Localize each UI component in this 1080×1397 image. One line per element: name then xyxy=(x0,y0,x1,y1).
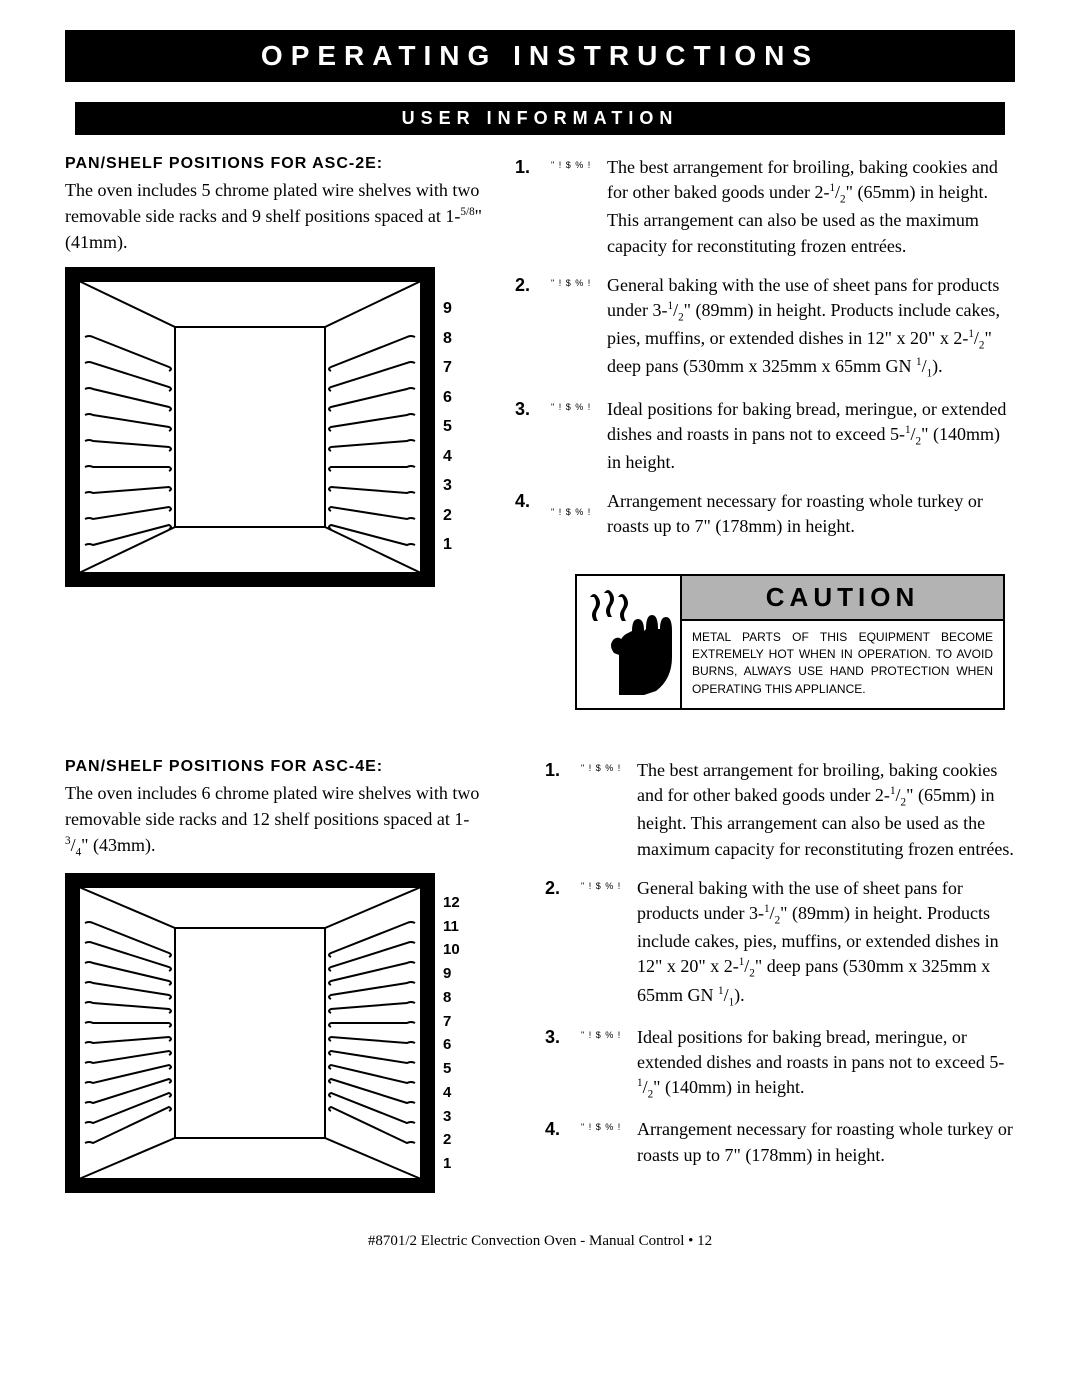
caution-icon-cell xyxy=(577,576,682,709)
item-number: 1. xyxy=(545,758,581,862)
rack-label: 3 xyxy=(443,1109,460,1124)
rack-label: 8 xyxy=(443,990,460,1005)
item-number: 3. xyxy=(545,1025,581,1104)
item-number: 2. xyxy=(545,876,581,1011)
section-asc2e: PAN/SHELF POSITIONS FOR ASC-2E: The oven… xyxy=(65,155,1015,710)
blade-spec: " ! $ % ! xyxy=(551,397,607,476)
item-text: The best arrangement for broiling, bakin… xyxy=(637,758,1015,862)
asc2e-intro: The oven includes 5 chrome plated wire s… xyxy=(65,177,485,255)
item-number: 3. xyxy=(515,397,551,476)
blade-spec: " ! $ % ! xyxy=(581,1117,637,1167)
blade-spec: " ! $ % ! xyxy=(581,758,637,862)
frac-num: 3 xyxy=(65,835,71,847)
rack-label: 4 xyxy=(443,1085,460,1100)
asc4e-left: PAN/SHELF POSITIONS FOR ASC-4E: The oven… xyxy=(65,758,485,1193)
caution-box: CAUTION METAL PARTS OF THIS EQUIPMENT BE… xyxy=(575,574,1005,711)
rack-label: 5 xyxy=(443,1061,460,1076)
rack-label: 1 xyxy=(443,1156,460,1171)
list-item: 3." ! $ % !Ideal positions for baking br… xyxy=(545,1025,1015,1104)
caution-right: CAUTION METAL PARTS OF THIS EQUIPMENT BE… xyxy=(682,576,1003,709)
caution-heading: CAUTION xyxy=(682,576,1003,621)
item-text: Arrangement necessary for roasting whole… xyxy=(607,489,1015,539)
rack-label: 11 xyxy=(443,919,460,934)
oven-diagram-icon xyxy=(65,267,435,587)
text: 9 shelf positions spaced at 1- xyxy=(247,206,460,226)
main-title: OPERATING INSTRUCTIONS xyxy=(65,30,1015,82)
item-number: 4. xyxy=(515,489,551,539)
item-text: Ideal positions for baking bread, mering… xyxy=(637,1025,1015,1104)
text: " (43mm). xyxy=(81,835,155,855)
rack-labels-2e: 9 8 7 6 5 4 3 2 1 xyxy=(435,267,452,587)
item-number: 1. xyxy=(515,155,551,259)
rack-label: 2 xyxy=(443,508,452,524)
rack-labels-4e: 12 11 10 9 8 7 6 5 4 3 2 1 xyxy=(435,873,460,1193)
list-item: 1." ! $ % !The best arrangement for broi… xyxy=(515,155,1015,259)
text: The oven includes 6 chrome plated wire s… xyxy=(65,783,479,829)
item-text: Ideal positions for baking bread, mering… xyxy=(607,397,1015,476)
rack-label: 1 xyxy=(443,537,452,553)
fraction: 5/8 xyxy=(460,206,474,218)
item-text: General baking with the use of sheet pan… xyxy=(607,273,1015,383)
asc2e-title: PAN/SHELF POSITIONS FOR ASC-2E: xyxy=(65,155,485,173)
rack-label: 10 xyxy=(443,942,460,957)
oven-diagram-icon xyxy=(65,873,435,1193)
asc2e-left: PAN/SHELF POSITIONS FOR ASC-2E: The oven… xyxy=(65,155,485,710)
blade-spec: " ! $ % ! xyxy=(551,273,607,383)
item-text: General baking with the use of sheet pan… xyxy=(637,876,1015,1011)
blade-spec: " ! $ % ! xyxy=(581,876,637,1011)
rack-label: 7 xyxy=(443,360,452,376)
rack-label: 3 xyxy=(443,478,452,494)
rack-label: 5 xyxy=(443,419,452,435)
rack-label: 7 xyxy=(443,1014,460,1029)
rack-label: 6 xyxy=(443,1037,460,1052)
hot-hand-icon xyxy=(584,587,674,697)
asc2e-diagram: 9 8 7 6 5 4 3 2 1 xyxy=(65,267,485,587)
list-item: 4." ! $ % !Arrangement necessary for roa… xyxy=(545,1117,1015,1167)
asc2e-list: 1." ! $ % !The best arrangement for broi… xyxy=(515,155,1015,540)
asc4e-list: 1." ! $ % !The best arrangement for broi… xyxy=(545,758,1015,1168)
asc4e-title: PAN/SHELF POSITIONS FOR ASC-4E: xyxy=(65,758,485,776)
rack-label: 2 xyxy=(443,1132,460,1147)
item-text: Arrangement necessary for roasting whole… xyxy=(637,1117,1015,1167)
sub-title: USER INFORMATION xyxy=(75,102,1005,135)
caution-body: METAL PARTS OF THIS EQUIPMENT BECOME EXT… xyxy=(682,621,1003,709)
item-text: The best arrangement for broiling, bakin… xyxy=(607,155,1015,259)
rack-label: 8 xyxy=(443,331,452,347)
item-number: 4. xyxy=(545,1117,581,1167)
blade-spec: " ! $ % ! xyxy=(551,155,607,259)
page: OPERATING INSTRUCTIONS USER INFORMATION … xyxy=(0,0,1080,1280)
asc4e-diagram: 12 11 10 9 8 7 6 5 4 3 2 1 xyxy=(65,873,485,1193)
rack-label: 9 xyxy=(443,966,460,981)
section-asc4e: PAN/SHELF POSITIONS FOR ASC-4E: The oven… xyxy=(65,758,1015,1193)
asc4e-intro: The oven includes 6 chrome plated wire s… xyxy=(65,780,485,861)
list-item: 2." ! $ % !General baking with the use o… xyxy=(545,876,1015,1011)
rack-label: 6 xyxy=(443,390,452,406)
list-item: 3." ! $ % !Ideal positions for baking br… xyxy=(515,397,1015,476)
blade-spec: " ! $ % ! xyxy=(551,489,607,539)
rack-label: 12 xyxy=(443,895,460,910)
list-item: 4." ! $ % !Arrangement necessary for roa… xyxy=(515,489,1015,539)
page-footer: #8701/2 Electric Convection Oven - Manua… xyxy=(65,1233,1015,1250)
list-item: 2." ! $ % !General baking with the use o… xyxy=(515,273,1015,383)
list-item: 1." ! $ % !The best arrangement for broi… xyxy=(545,758,1015,862)
rack-label: 9 xyxy=(443,301,452,317)
rack-label: 4 xyxy=(443,449,452,465)
blade-spec: " ! $ % ! xyxy=(581,1025,637,1104)
item-number: 2. xyxy=(515,273,551,383)
asc4e-right: 1." ! $ % !The best arrangement for broi… xyxy=(515,758,1015,1193)
asc2e-right: 1." ! $ % !The best arrangement for broi… xyxy=(515,155,1015,710)
